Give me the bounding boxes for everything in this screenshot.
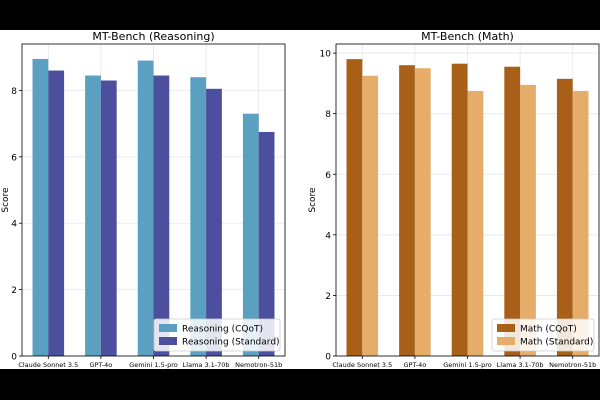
legend-swatch <box>159 337 177 345</box>
y-tick-label: 2 <box>11 286 17 296</box>
bar <box>520 84 536 357</box>
y-tick-label: 6 <box>11 153 17 163</box>
legend-swatch <box>159 324 177 332</box>
bar <box>362 75 379 357</box>
y-tick-label: 0 <box>325 353 331 363</box>
legend-label: Reasoning (CQoT) <box>182 325 263 335</box>
x-tick-label: GPT-4o <box>404 361 427 369</box>
bar <box>85 75 101 356</box>
x-tick-label: Nemotron-51b <box>549 361 596 369</box>
x-tick-label: Claude Sonnet 3.5 <box>18 361 78 369</box>
bar <box>346 59 363 356</box>
chart-title: MT-Bench (Math) <box>421 30 514 43</box>
bar <box>137 60 154 357</box>
bar <box>504 66 521 356</box>
x-tick-label: Claude Sonnet 3.5 <box>332 361 392 369</box>
legend-swatch <box>497 324 515 332</box>
x-tick-label: Llama 3.1-70b <box>183 361 230 369</box>
bar <box>242 113 259 357</box>
bar <box>190 77 207 356</box>
x-tick-label: Nemotron-51b <box>235 361 282 369</box>
legend-label: Math (CQoT) <box>520 325 577 335</box>
bar <box>467 90 484 356</box>
x-tick-label: GPT-4o <box>90 361 113 369</box>
y-axis-label: Score <box>1 187 11 213</box>
y-tick-label: 8 <box>325 110 331 120</box>
bar <box>414 68 431 357</box>
bar <box>32 58 49 357</box>
y-tick-label: 10 <box>320 50 332 60</box>
bar <box>399 65 415 356</box>
y-tick-label: 6 <box>325 171 331 181</box>
legend-box <box>491 318 595 352</box>
bar <box>153 75 170 356</box>
y-tick-label: 4 <box>11 220 17 230</box>
y-tick-label: 0 <box>11 353 17 363</box>
bar <box>451 63 468 356</box>
y-axis-label: Score <box>308 187 318 213</box>
chart-title: MT-Bench (Reasoning) <box>92 30 214 43</box>
x-tick-label: Gemini 1.5-pro <box>129 361 178 369</box>
bar <box>556 78 573 356</box>
y-tick-label: 8 <box>11 87 17 97</box>
legend-swatch <box>497 337 515 345</box>
x-tick-label: Llama 3.1-70b <box>497 361 544 369</box>
bar <box>206 88 222 357</box>
figure-canvas: 0 2 4 6 8 Claude Sonnet 3.5 GPT-4o Gemini 1.5-p… <box>0 30 600 369</box>
y-tick-label: 4 <box>325 231 331 241</box>
y-tick-label: 2 <box>325 292 331 302</box>
x-tick-label: Gemini 1.5-pro <box>443 361 492 369</box>
bar <box>572 90 589 356</box>
bar <box>100 80 117 357</box>
legend-box <box>153 318 281 352</box>
charts-svg: 0 2 4 6 8 Claude Sonnet 3.5 GPT-4o Gemini 1.5-p… <box>1 30 600 369</box>
bar <box>258 131 275 356</box>
legend-label: Math (Standard) <box>520 338 593 348</box>
bar <box>48 70 65 356</box>
legend-label: Reasoning (Standard) <box>182 338 280 348</box>
